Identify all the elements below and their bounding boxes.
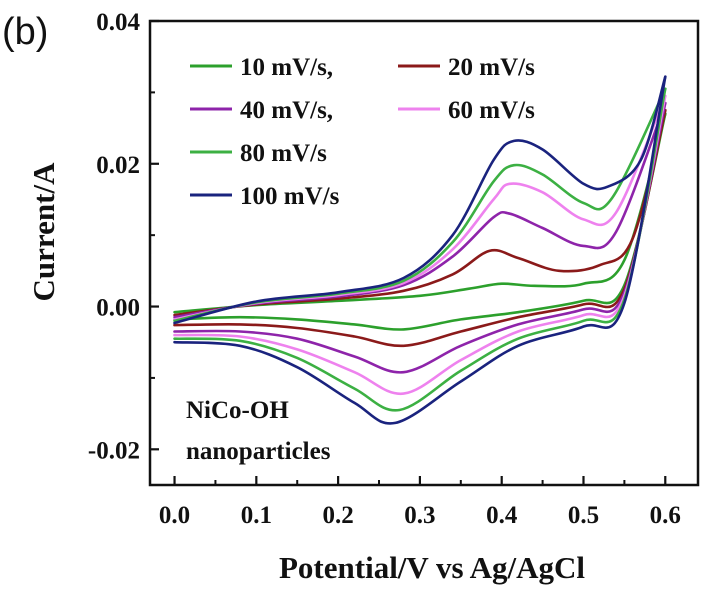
y-axis-title: Current/A: [26, 162, 61, 302]
panel-label: (b): [2, 11, 48, 53]
series-2-anodic-curve: [173, 101, 667, 319]
y-tick-label: 0.04: [96, 9, 140, 36]
x-tick-label: 0.5: [568, 502, 599, 529]
x-tick-label: 0.0: [159, 502, 190, 529]
x-tick-label: 0.3: [404, 502, 435, 529]
legend-label: 10 mV/s,: [240, 54, 333, 81]
y-tick-label: 0.00: [96, 295, 140, 322]
series-layer: [173, 75, 667, 425]
annotation-line-1: NiCo-OH: [186, 397, 289, 424]
legend-label: 100 mV/s: [240, 183, 340, 210]
x-tick-label: 0.4: [486, 502, 518, 529]
series-5-cathodic-curve: [173, 75, 667, 425]
legend-label: 80 mV/s: [240, 140, 327, 167]
legend-label: 40 mV/s,: [240, 97, 333, 124]
x-tick-label: 0.2: [322, 502, 353, 529]
y-tick-label: 0.02: [96, 152, 140, 179]
x-axis-title: Potential/V vs Ag/AgCl: [279, 550, 585, 585]
series-5-anodic-curve: [173, 75, 667, 325]
series-1-anodic-curve: [173, 108, 667, 317]
x-tick-label: 0.1: [241, 502, 272, 529]
series-0-cathodic-curve: [173, 112, 667, 331]
legend: 10 mV/s, 20 mV/s 40 mV/s, 60 mV/s 80 mV/s 100…: [190, 54, 535, 210]
series-4-cathodic-curve: [173, 87, 667, 412]
ticks-layer: 0.0 0.1 0.2 0.3 0.4 0.5 0.6 -0.02 0.00 0.02 0.04: [88, 9, 681, 529]
annotation-line-2: nanoparticles: [186, 438, 331, 465]
plot-frame: [148, 19, 700, 487]
legend-label: 20 mV/s: [448, 54, 535, 81]
y-tick-label: -0.02: [88, 437, 140, 464]
legend-label: 60 mV/s: [448, 97, 535, 124]
x-tick-label: 0.6: [650, 502, 681, 529]
